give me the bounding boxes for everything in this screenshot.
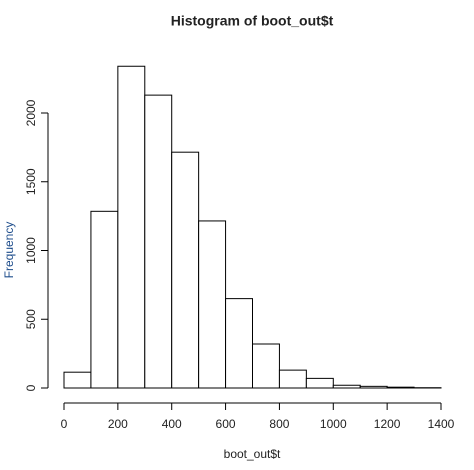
x-tick-label: 800 bbox=[269, 417, 289, 431]
y-tick-label: 0 bbox=[24, 384, 38, 391]
y-tick-label: 1000 bbox=[24, 237, 38, 264]
x-axis-label: boot_out$t bbox=[224, 447, 281, 461]
bar bbox=[90, 210, 119, 389]
bar bbox=[144, 94, 173, 389]
bar bbox=[359, 385, 388, 389]
bar bbox=[278, 369, 307, 389]
x-tick-label: 200 bbox=[108, 417, 128, 431]
x-tick-label: 1400 bbox=[428, 417, 455, 431]
bar bbox=[332, 384, 361, 389]
y-tick-label: 500 bbox=[24, 309, 38, 329]
chart-title: Histogram of boot_out$t bbox=[171, 13, 334, 29]
x-tick-label: 0 bbox=[61, 417, 68, 431]
x-tick-label: 600 bbox=[216, 417, 236, 431]
bar bbox=[63, 371, 92, 389]
y-axis-label: Frequency bbox=[2, 222, 16, 279]
bar bbox=[386, 386, 415, 389]
x-tick-label: 400 bbox=[162, 417, 182, 431]
x-tick-label: 1000 bbox=[320, 417, 347, 431]
bar bbox=[305, 377, 334, 389]
bar bbox=[117, 65, 146, 389]
x-tick-label: 1200 bbox=[374, 417, 401, 431]
y-tick-label: 2000 bbox=[24, 99, 38, 126]
bar bbox=[252, 343, 280, 389]
y-tick-label: 1500 bbox=[24, 168, 38, 195]
bar bbox=[198, 220, 227, 389]
bar bbox=[171, 151, 200, 389]
bar bbox=[225, 298, 253, 389]
